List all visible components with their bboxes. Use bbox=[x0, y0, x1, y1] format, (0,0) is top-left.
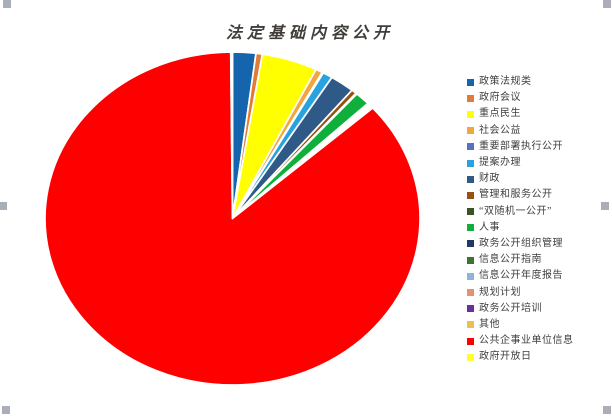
legend-item[interactable]: 公共企事业单位信息 bbox=[467, 333, 574, 349]
legend-swatch-icon bbox=[467, 110, 474, 118]
legend-label: 公共企事业单位信息 bbox=[479, 335, 574, 347]
selection-handle-bottom-right[interactable] bbox=[603, 406, 611, 414]
legend-label: 信息公开指南 bbox=[479, 254, 542, 266]
legend-swatch-icon bbox=[467, 224, 474, 232]
legend-swatch-icon bbox=[467, 191, 474, 199]
pie-slices-group bbox=[45, 52, 420, 385]
legend-label: 人事 bbox=[479, 221, 500, 233]
legend-item[interactable]: 重点民生 bbox=[467, 106, 574, 122]
legend-swatch-icon bbox=[467, 143, 474, 151]
legend-swatch-icon bbox=[467, 240, 474, 248]
chart-title: 法定基础内容公开 bbox=[225, 25, 394, 42]
legend-item[interactable]: 管理和服务公开 bbox=[467, 187, 574, 203]
legend-swatch-icon bbox=[467, 175, 474, 183]
legend-item[interactable]: 政府会议 bbox=[467, 90, 574, 106]
legend-swatch-icon bbox=[467, 337, 474, 345]
legend-swatch-icon bbox=[467, 272, 474, 280]
legend-swatch-icon bbox=[467, 159, 474, 167]
legend-label: 提案办理 bbox=[479, 157, 521, 169]
legend-swatch-icon bbox=[467, 208, 474, 216]
legend-swatch-icon bbox=[467, 289, 474, 297]
legend-item[interactable]: 信息公开指南 bbox=[467, 252, 574, 268]
legend-swatch-icon bbox=[467, 353, 474, 361]
legend-item[interactable]: “双随机一公开” bbox=[467, 204, 574, 220]
legend-label: 政策法规类 bbox=[479, 76, 532, 88]
legend-item[interactable]: 政府开放日 bbox=[467, 349, 574, 365]
selection-handle-left-middle[interactable] bbox=[0, 202, 7, 210]
legend-item[interactable]: 财政 bbox=[467, 171, 574, 187]
legend-item[interactable]: 政务公开培训 bbox=[467, 301, 574, 317]
legend: 政策法规类政府会议重点民生社会公益重要部署执行公开 提案办理财政管理和服务公开 “双… bbox=[467, 74, 574, 365]
legend-label: 其他 bbox=[479, 318, 500, 330]
legend-item[interactable]: 政务公开组织管理 bbox=[467, 236, 574, 252]
legend-label: 管理和服务公开 bbox=[479, 189, 553, 201]
selection-handle-top-left[interactable] bbox=[3, 0, 11, 8]
legend-label: 财政 bbox=[479, 173, 500, 185]
selection-handle-right-middle[interactable] bbox=[601, 202, 609, 210]
legend-swatch-icon bbox=[467, 127, 474, 135]
legend-item[interactable]: 规划计划 bbox=[467, 284, 574, 300]
legend-item[interactable]: 信息公开年度报告 bbox=[467, 268, 574, 284]
legend-label: 政务公开组织管理 bbox=[479, 237, 563, 249]
legend-item[interactable]: 政策法规类 bbox=[467, 74, 574, 90]
legend-label: 社会公益 bbox=[479, 124, 521, 136]
legend-swatch-icon bbox=[467, 321, 474, 329]
legend-label: “双随机一公开” bbox=[479, 205, 552, 217]
selection-handle-top-right[interactable] bbox=[603, 0, 611, 8]
legend-label: 规划计划 bbox=[479, 286, 521, 298]
legend-swatch-icon bbox=[467, 94, 474, 102]
legend-item[interactable]: 人事 bbox=[467, 220, 574, 236]
legend-item[interactable]: 重要部署执行公开 bbox=[467, 139, 574, 155]
selection-handle-bottom-left[interactable] bbox=[2, 406, 10, 414]
legend-label: 重点民生 bbox=[479, 108, 521, 120]
legend-item[interactable]: 其他 bbox=[467, 317, 574, 333]
legend-label: 政府会议 bbox=[479, 92, 521, 104]
legend-label: 信息公开年度报告 bbox=[479, 270, 563, 282]
pie-slice[interactable] bbox=[231, 52, 233, 219]
legend-item[interactable]: 社会公益 bbox=[467, 123, 574, 139]
legend-label: 政务公开培训 bbox=[479, 302, 542, 314]
legend-swatch-icon bbox=[467, 305, 474, 313]
legend-item[interactable]: 提案办理 bbox=[467, 155, 574, 171]
legend-label: 政府开放日 bbox=[479, 351, 532, 363]
legend-label: 重要部署执行公开 bbox=[479, 140, 563, 152]
legend-swatch-icon bbox=[467, 256, 474, 264]
legend-swatch-icon bbox=[467, 78, 474, 86]
